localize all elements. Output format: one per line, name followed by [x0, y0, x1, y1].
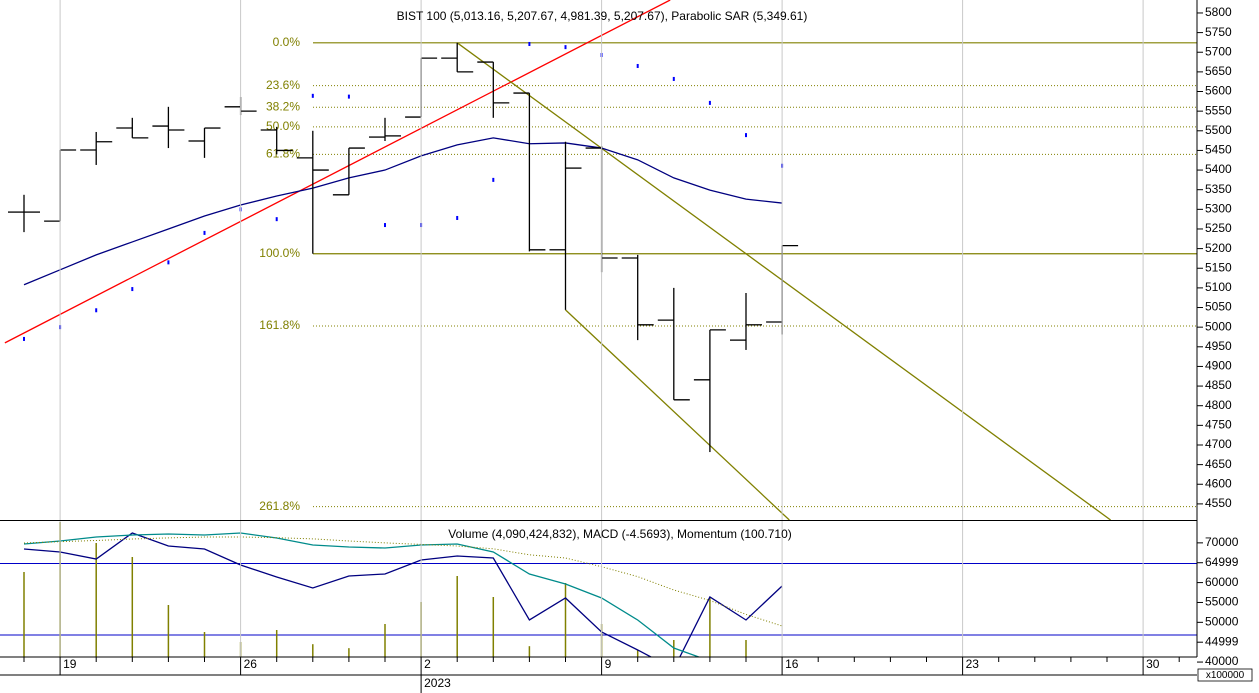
y-tick-label: 5450: [1205, 143, 1232, 157]
trend-line: [456, 42, 1111, 520]
y-tick-label: 60000: [1205, 575, 1239, 589]
x-tick-label: 19: [63, 657, 77, 671]
y-tick-label: 5500: [1205, 123, 1232, 137]
y-tick-label: 5800: [1205, 5, 1232, 19]
y-tick-label: 5700: [1205, 44, 1232, 58]
y-tick-label: 4900: [1205, 359, 1232, 373]
y-tick-label: 5300: [1205, 202, 1232, 216]
fib-label: 161.8%: [259, 318, 300, 332]
y-tick-label: 5550: [1205, 103, 1232, 117]
sar-dot: [131, 287, 134, 292]
panel-title: Volume (4,090,424,832), MACD (-4.5693), …: [448, 527, 792, 541]
y-tick-label: 5750: [1205, 25, 1232, 39]
y-tick-label: 4800: [1205, 398, 1232, 412]
y-tick-label: 64999: [1205, 555, 1239, 569]
y-tick-label: 5600: [1205, 84, 1232, 98]
indicator-line: [23, 532, 701, 657]
fib-label: 50.0%: [266, 119, 300, 133]
fib-label: 0.0%: [273, 35, 301, 49]
sar-dot: [492, 177, 495, 182]
sar-dot: [311, 93, 314, 98]
indicator-panel: [0, 522, 1197, 657]
sar-dot: [347, 94, 350, 99]
y-tick-label: 4700: [1205, 437, 1232, 451]
y-tick-label: 5000: [1205, 319, 1232, 333]
fib-label: 61.8%: [266, 147, 300, 161]
sar-dot: [167, 260, 170, 265]
sar-dot: [95, 308, 98, 313]
x-tick-label: 16: [785, 657, 799, 671]
x-tick-label: 2: [424, 657, 431, 671]
x-group-label: 2023: [424, 676, 451, 690]
chart-title: BIST 100 (5,013.16, 5,207.67, 4,981.39, …: [397, 9, 808, 23]
y-tick-label: 5050: [1205, 300, 1232, 314]
signal-line: [23, 536, 783, 627]
trend-line: [565, 309, 790, 520]
y-tick-label: 4550: [1205, 496, 1232, 510]
sar-dot: [564, 45, 567, 50]
y-tick-label: 70000: [1205, 535, 1239, 549]
y-tick-label: 4650: [1205, 457, 1232, 471]
y-tick-label: 40000: [1205, 654, 1239, 668]
fib-label: 261.8%: [259, 499, 300, 513]
y-tick-label: 5400: [1205, 162, 1232, 176]
fib-label: 100.0%: [259, 246, 300, 260]
y-tick-label: 55000: [1205, 595, 1239, 609]
fib-label: 38.2%: [266, 99, 300, 113]
unit-box: [1197, 668, 1253, 682]
x-tick-label: 30: [1146, 657, 1160, 671]
sar-dot: [275, 217, 278, 222]
sar-dot: [672, 76, 675, 81]
indicator-line: [23, 532, 783, 657]
y-tick-label: 5250: [1205, 221, 1232, 235]
y-tick-label: 50000: [1205, 615, 1239, 629]
sar-dot: [636, 63, 639, 68]
sar-dot: [384, 223, 386, 228]
y-tick-label: 5150: [1205, 260, 1232, 274]
fib-label: 23.6%: [266, 78, 300, 92]
y-tick-label: 4850: [1205, 378, 1232, 392]
y-tick-label: 4950: [1205, 339, 1232, 353]
sar-dot: [203, 230, 206, 235]
y-tick-label: 5200: [1205, 241, 1232, 255]
y-tick-label: 5650: [1205, 64, 1232, 78]
sar-dot: [745, 133, 747, 138]
x-tick-label: 26: [244, 657, 258, 671]
sar-dot: [528, 41, 531, 46]
y-tick-label: 5100: [1205, 280, 1232, 294]
x-tick-label: 9: [605, 657, 612, 671]
sar-dot: [456, 215, 459, 220]
y-tick-label: 4600: [1205, 476, 1232, 490]
sar-dot: [23, 336, 25, 341]
moving-average: [23, 137, 783, 286]
x-tick-label: 23: [966, 657, 980, 671]
trend-line: [4, 0, 671, 344]
unit-label: x100000: [1206, 670, 1245, 681]
y-tick-label: 4750: [1205, 418, 1232, 432]
y-tick-label: 44999: [1205, 634, 1239, 648]
sar-dot: [708, 100, 711, 105]
y-tick-label: 5350: [1205, 182, 1232, 196]
